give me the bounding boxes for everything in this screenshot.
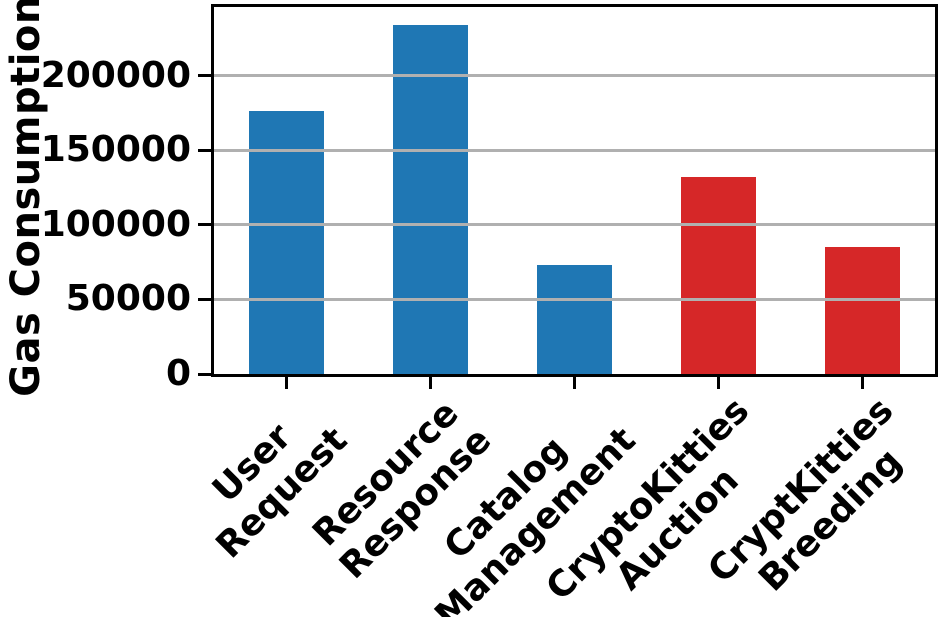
x-tick-mark bbox=[428, 377, 432, 389]
y-tick-mark bbox=[198, 74, 211, 78]
gridline bbox=[214, 74, 935, 78]
y-tick-label: 50000 bbox=[65, 278, 191, 320]
y-tick-label: 0 bbox=[165, 353, 191, 394]
y-tick-label: 100000 bbox=[40, 203, 191, 245]
bar bbox=[825, 247, 901, 374]
x-tick-mark bbox=[573, 377, 576, 389]
y-tick-mark bbox=[198, 223, 211, 227]
gridline bbox=[214, 297, 935, 301]
bar bbox=[537, 265, 612, 374]
x-tick-mark bbox=[861, 377, 865, 389]
bar bbox=[681, 177, 757, 374]
y-tick-mark bbox=[198, 372, 211, 376]
gridline bbox=[214, 223, 935, 227]
bar bbox=[248, 111, 324, 374]
y-tick-label: 150000 bbox=[40, 129, 191, 171]
gridline bbox=[214, 148, 935, 152]
y-tick-mark bbox=[198, 297, 211, 301]
y-tick-mark bbox=[198, 148, 211, 152]
bar bbox=[392, 24, 468, 374]
x-tick-mark bbox=[717, 377, 721, 389]
x-tick-mark bbox=[284, 377, 288, 389]
y-tick-label: 200000 bbox=[40, 54, 191, 96]
